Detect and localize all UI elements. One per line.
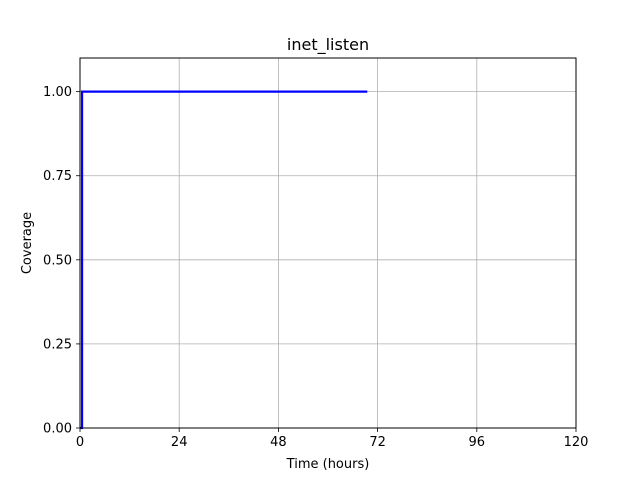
y-tick-label: 0.25 [43,337,72,352]
y-tick-label: 0.75 [43,169,72,184]
y-axis-label: Coverage [20,212,35,274]
x-tick-label: 24 [171,435,188,450]
x-axis-ticks: 0 24 48 72 96 120 [76,428,589,450]
y-tick-label: 0.50 [43,253,72,268]
x-tick-label: 120 [564,435,589,450]
plot-frame [79,57,577,429]
chart-title: inet_listen [287,35,369,55]
x-axis-label: Time (hours) [286,457,370,472]
x-tick-label: 96 [469,435,486,450]
x-tick-label: 48 [270,435,287,450]
y-axis-ticks: 0.00 0.25 0.50 0.75 1.00 [43,85,80,437]
x-tick-label: 72 [369,435,386,450]
y-tick-label: 1.00 [43,85,72,100]
x-tick-label: 0 [76,435,84,450]
y-tick-label: 0.00 [43,422,72,437]
